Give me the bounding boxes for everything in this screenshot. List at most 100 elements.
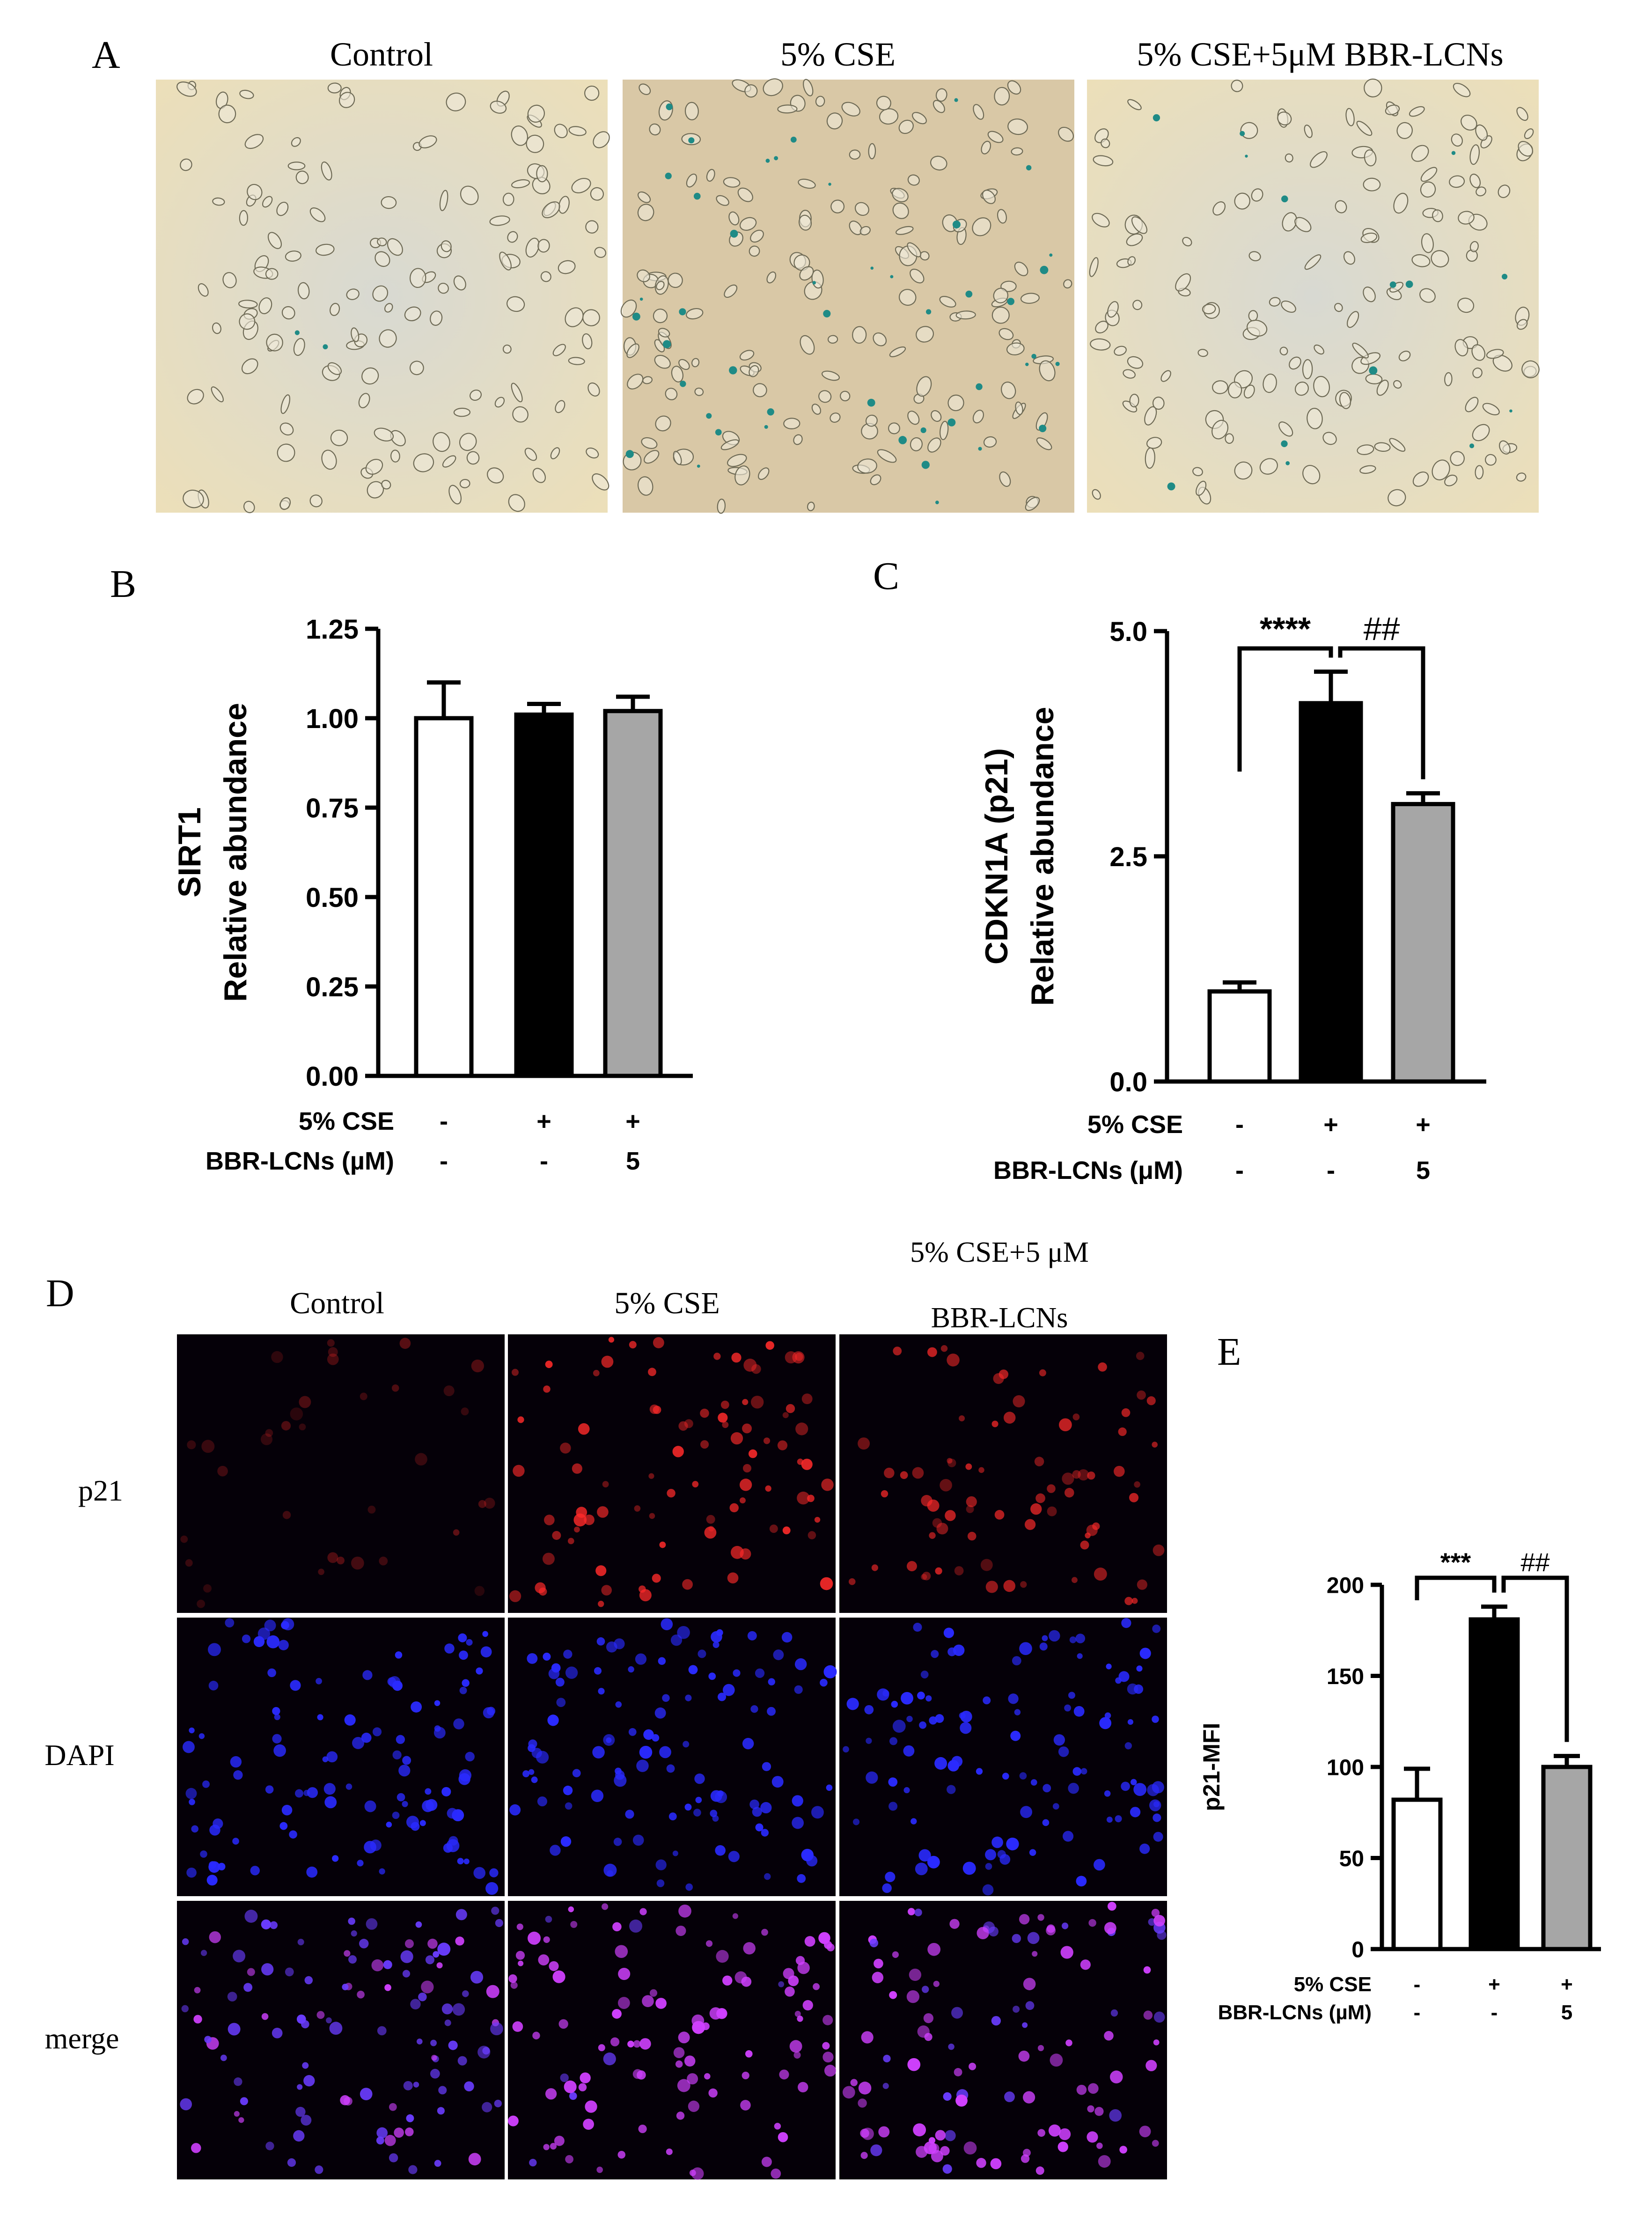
sa-bgal-stained-cell [688,137,695,144]
dapi-nucleus [722,1684,735,1696]
merged-nucleus [991,2016,1001,2026]
p21-nucleus [700,1408,709,1418]
merged-nucleus [297,2084,303,2090]
merged-nucleus [430,2068,440,2079]
p21-nucleus [947,1354,960,1367]
p21-nucleus [360,1392,367,1400]
panel-d-row-label-merge: merge [45,2022,119,2055]
merged-nucleus [457,2056,467,2066]
sa-bgal-stained-cell [920,427,926,434]
p21-nucleus [1034,1457,1044,1466]
merged-nucleus [510,1981,518,1989]
merged-nucleus [1104,2031,1114,2041]
dapi-nucleus [448,1836,458,1846]
cell [911,112,927,125]
p21-nucleus [415,1453,427,1466]
merged-nucleus [433,1951,440,1958]
dapi-nucleus [910,1818,917,1825]
cell [1092,489,1101,500]
cell [865,414,878,427]
cell [1127,99,1142,110]
cell [1247,319,1268,337]
p21-nucleus [648,1473,654,1479]
p21-nucleus [966,1496,977,1508]
micrograph-p21-control [177,1334,505,1613]
p21-nucleus [921,1574,927,1580]
dapi-nucleus [985,1849,997,1861]
dapi-nucleus [563,1649,573,1659]
dapi-nucleus [594,1667,602,1675]
p21-nucleus [807,1494,815,1502]
dapi-nucleus [206,1875,218,1886]
dapi-nucleus [1063,1831,1074,1842]
dapi-nucleus [218,1862,226,1870]
merged-nucleus [1048,2124,1061,2137]
p21-nucleus [187,1440,196,1450]
cell [542,201,560,219]
p21-nucleus [265,1429,273,1437]
cell [763,78,783,96]
merged-nucleus [1035,2166,1044,2175]
merged-nucleus [181,2005,189,2012]
p21-nucleus [742,1423,752,1434]
dapi-nucleus [654,1707,666,1719]
dapi-nucleus [489,1868,499,1877]
merged-nucleus [494,2099,502,2108]
merged-nucleus [942,2164,952,2174]
merged-nucleus [543,2144,550,2150]
bbr-row-value: 5 [1561,2001,1572,2024]
cell [739,350,755,361]
p21-nucleus [461,1407,469,1416]
y-axis-label: CDKN1A (p21) [979,748,1014,964]
dapi-nucleus [323,1783,336,1795]
cell [876,96,891,110]
cse-row-value: - [1414,1973,1421,1996]
cell [1411,254,1431,267]
merged-nucleus [418,1992,427,2002]
dapi-nucleus [326,1751,338,1763]
bar [603,709,663,1078]
bbr-row-value: - [1414,2001,1421,2024]
cell [540,271,551,282]
dapi-nucleus [947,1785,956,1794]
cell [799,266,814,281]
significance-label: *** [1440,1547,1471,1577]
merged-nucleus [326,2017,332,2024]
panel-d-title-cse-bbr-line2: BBR-LCNs [931,1302,1068,1334]
merged-nucleus [1087,2105,1094,2112]
y-tick-label: 0.25 [306,972,359,1002]
merged-nucleus [822,2052,834,2063]
dapi-nucleus [773,1649,784,1660]
merged-nucleus [1057,2141,1068,2152]
cell [582,333,593,350]
cell [494,397,505,408]
cell [453,275,466,291]
merged-nucleus [892,1951,899,1958]
dapi-nucleus [531,1776,538,1783]
merged-nucleus [529,2158,537,2167]
bbr-row-value: - [1235,1156,1244,1185]
cell [753,383,767,397]
merged-nucleus [233,1950,246,1963]
p21-nucleus [704,1526,717,1539]
dapi-nucleus [625,1810,634,1819]
merged-nucleus [344,1950,351,1957]
cell [1469,144,1480,165]
cell [1025,497,1040,511]
cell [1343,251,1356,265]
cell [889,346,906,357]
cell [1409,106,1425,117]
cell [374,251,390,267]
cell [653,309,668,324]
sa-bgal-stained-cell [823,309,831,317]
cell [524,448,537,461]
p21-nucleus [820,1577,833,1590]
dapi-nucleus [712,1641,720,1648]
merged-nucleus [1087,2131,1098,2143]
merged-nucleus [436,1962,443,1969]
sa-bgal-stained-cell [1026,165,1032,170]
dapi-nucleus [607,1870,613,1877]
cell [1363,287,1376,302]
cell [384,303,393,313]
merged-nucleus [234,2111,240,2117]
